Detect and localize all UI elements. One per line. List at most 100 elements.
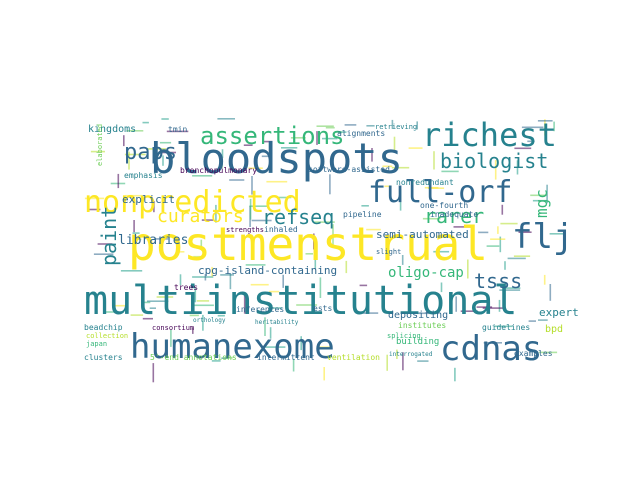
word-guidelines: guidelines — [482, 323, 530, 332]
tiny-word-mark — [159, 141, 172, 144]
tiny-word-mark — [359, 284, 368, 287]
tiny-word-mark — [399, 188, 402, 211]
tiny-word-mark — [211, 266, 213, 277]
tiny-word-mark — [314, 259, 317, 270]
word-ventilation: ventilation — [327, 353, 380, 362]
tiny-word-mark — [553, 121, 555, 132]
tiny-word-mark — [166, 130, 189, 133]
tiny-word-mark — [266, 180, 288, 183]
word-flj: flj — [512, 217, 573, 257]
tiny-word-mark — [264, 317, 266, 336]
tiny-word-mark — [528, 320, 536, 322]
tiny-word-mark — [338, 131, 347, 133]
tiny-word-mark — [521, 126, 544, 129]
tiny-word-mark — [482, 307, 504, 309]
word-inadequate: inadequate — [430, 210, 478, 219]
tiny-word-mark — [123, 135, 125, 147]
tiny-word-texture — [84, 118, 565, 383]
tiny-word-mark — [433, 151, 435, 170]
tiny-word-mark — [361, 205, 369, 207]
tiny-word-mark — [527, 140, 535, 143]
word-postmenstrual: postmenstrual — [128, 217, 488, 271]
word-paint: paint — [97, 206, 121, 266]
tiny-word-mark — [313, 233, 315, 250]
word-explicit: explicit — [122, 193, 175, 206]
tiny-word-mark — [543, 274, 546, 285]
tiny-word-mark — [262, 140, 273, 143]
tiny-word-mark — [281, 147, 298, 149]
tiny-word-mark — [460, 310, 478, 312]
word-intermittent: intermittent — [257, 353, 315, 362]
tiny-word-mark — [384, 185, 392, 188]
tiny-word-mark — [217, 314, 225, 317]
tiny-word-mark — [546, 184, 548, 204]
tiny-word-mark — [476, 306, 493, 308]
word-ests: ests — [313, 304, 332, 313]
word-pipeline: pipeline — [343, 210, 382, 219]
tiny-word-mark — [454, 367, 456, 382]
tiny-word-mark — [514, 147, 532, 150]
word-cpg-island-containing: cpg-island-containing — [198, 264, 337, 277]
tiny-word-mark — [200, 239, 203, 248]
word-5-end-annotations: 5'-end annotations — [150, 353, 237, 362]
tiny-word-mark — [142, 317, 153, 320]
tiny-word-mark — [537, 120, 553, 122]
tiny-word-mark — [229, 273, 232, 290]
tiny-word-mark — [396, 349, 398, 359]
tiny-word-mark — [133, 220, 135, 233]
tiny-word-mark — [490, 238, 506, 240]
tiny-word-mark — [125, 194, 143, 197]
tiny-word-mark — [178, 251, 185, 253]
tiny-word-mark — [84, 197, 105, 200]
word-emphasis: emphasis — [124, 171, 163, 180]
word-institutes: institutes — [398, 321, 446, 330]
tiny-word-mark — [126, 130, 144, 132]
word-cdnas: cdnas — [440, 329, 542, 369]
tiny-word-mark — [516, 160, 519, 175]
tiny-word-mark — [282, 274, 284, 288]
tiny-word-mark — [455, 296, 457, 312]
word-libraries: libraries — [118, 233, 188, 248]
tiny-word-mark — [382, 165, 393, 168]
word-expert: expert — [539, 306, 579, 319]
tiny-word-mark — [261, 155, 272, 158]
tiny-word-mark — [441, 170, 459, 173]
tiny-word-mark — [251, 219, 272, 222]
tiny-word-mark — [93, 253, 114, 255]
tiny-word-mark — [120, 270, 143, 272]
tiny-word-mark — [319, 277, 322, 298]
word-japan: japan — [86, 340, 107, 348]
tiny-word-mark — [393, 136, 396, 152]
tiny-word-mark — [366, 228, 381, 231]
tiny-word-mark — [417, 312, 435, 315]
tiny-word-mark — [530, 194, 547, 197]
tiny-word-mark — [305, 253, 313, 255]
tiny-word-mark — [494, 325, 513, 328]
word-nonredundant: nonredundant — [396, 178, 454, 187]
tiny-word-mark — [265, 346, 286, 348]
tiny-word-mark — [229, 179, 245, 181]
word-multiinstitutional: multiinstitutional — [84, 278, 517, 324]
tiny-word-mark — [135, 238, 142, 241]
tiny-word-mark — [179, 274, 182, 286]
word-examples: examples — [514, 349, 553, 358]
tiny-word-mark — [453, 226, 472, 228]
tiny-word-mark — [196, 300, 210, 302]
tiny-word-mark — [422, 217, 441, 220]
tiny-word-mark — [313, 221, 335, 223]
tiny-word-mark — [192, 175, 213, 177]
word-building: building — [396, 337, 439, 347]
tiny-word-mark — [217, 118, 235, 120]
tiny-word-mark — [221, 157, 223, 169]
word-tmin: tmin — [168, 125, 187, 134]
tiny-word-mark — [221, 357, 229, 359]
tiny-word-mark — [549, 233, 565, 235]
tiny-word-mark — [538, 319, 548, 321]
word-trees: trees — [174, 283, 198, 292]
word-orthology: orthology — [193, 317, 226, 324]
tiny-word-mark — [128, 151, 130, 170]
tiny-word-mark — [147, 148, 166, 150]
tiny-word-mark — [143, 301, 151, 304]
tiny-word-mark — [501, 204, 504, 215]
